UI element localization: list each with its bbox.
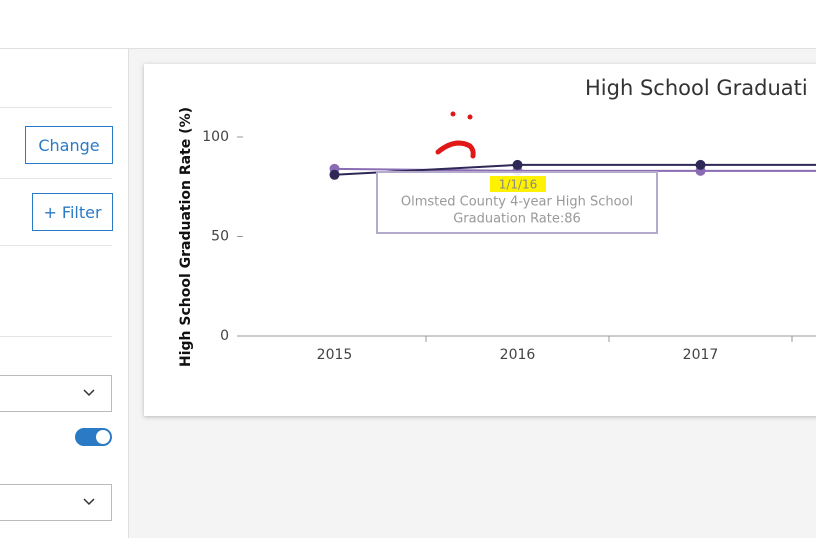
y-axis-label: High School Graduation Rate (%) — [178, 107, 194, 367]
x-tick-label: 2017 — [683, 347, 719, 363]
tooltip-date-highlight — [490, 176, 546, 192]
tooltip-text: Graduation Rate:86 — [453, 212, 581, 227]
chart-card — [144, 64, 816, 416]
top-bar — [0, 0, 816, 49]
filter-button[interactable]: + Filter — [32, 193, 113, 231]
separator — [0, 178, 112, 179]
x-tick-label: 2015 — [317, 347, 353, 363]
y-tick-label: 0 — [220, 328, 229, 344]
chart-title: High School Graduati — [585, 76, 808, 100]
change-button[interactable]: Change — [25, 126, 113, 164]
separator — [0, 245, 112, 246]
dropdown[interactable] — [0, 375, 112, 412]
tooltip-date: 1/1/16 — [499, 178, 538, 192]
doodle — [435, 111, 476, 159]
data-point — [512, 159, 523, 170]
data-point — [329, 169, 340, 180]
dropdown[interactable] — [0, 484, 112, 521]
y-tick-label: 50 — [211, 229, 229, 245]
tooltip-text: Olmsted County 4-year High School — [401, 195, 633, 210]
series-line — [334, 163, 816, 176]
x-tick-label: 2016 — [500, 347, 536, 363]
y-tick-label: 100 — [202, 129, 229, 145]
toggle[interactable] — [75, 428, 112, 446]
separator — [0, 336, 112, 337]
separator — [0, 107, 112, 108]
tooltip: 1/1/16 Olmsted County 4-year High School G… — [376, 171, 658, 234]
data-point — [695, 159, 706, 170]
